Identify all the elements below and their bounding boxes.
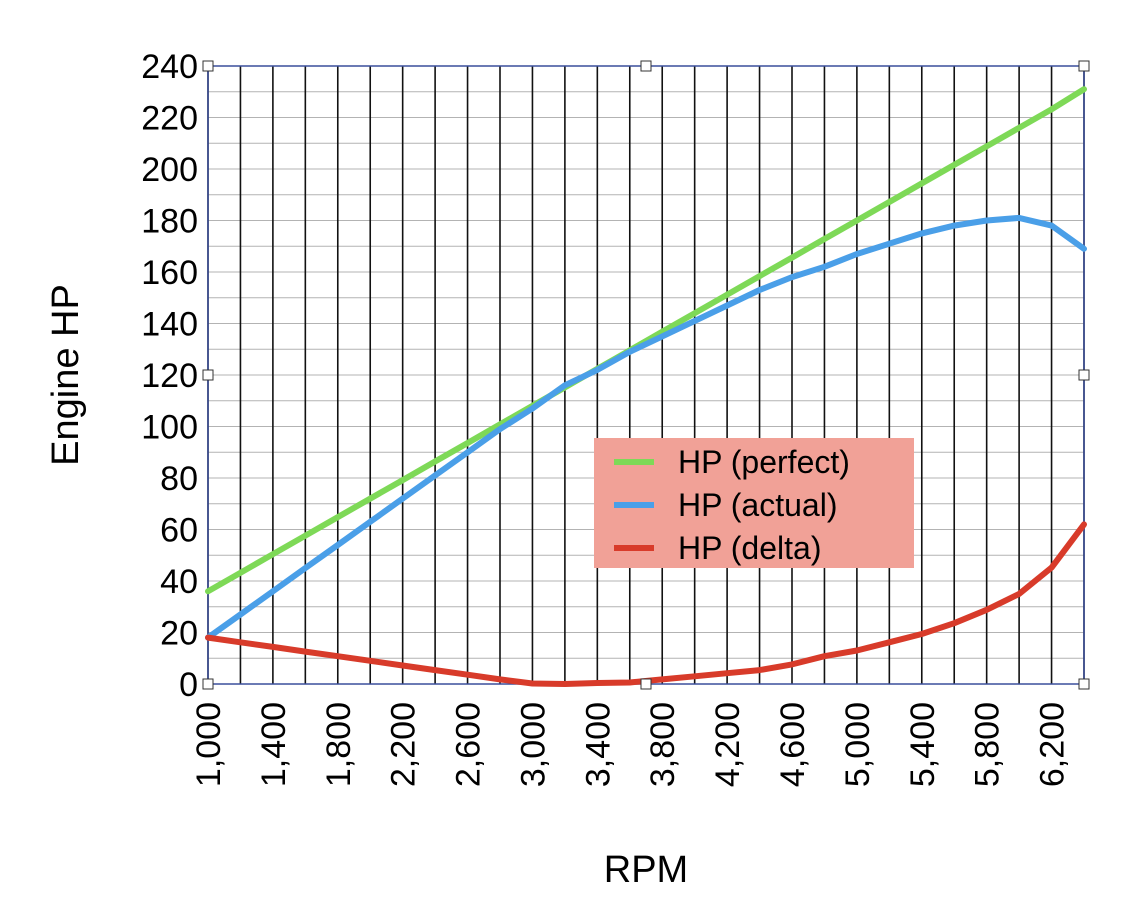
x-tick-label: 4,200 — [709, 702, 747, 787]
x-tick-label: 3,800 — [644, 702, 682, 787]
y-tick-label: 200 — [141, 151, 198, 189]
legend-label-delta: HP (delta) — [678, 530, 821, 566]
x-tick-label: 2,600 — [450, 702, 488, 787]
y-tick-label: 100 — [141, 409, 198, 447]
y-tick-label: 40 — [160, 563, 198, 601]
y-axis-tick-labels: 0 20 40 60 80 100 120 140 160 180 200 220 240 — [141, 48, 198, 704]
selection-handles[interactable] — [202, 60, 1090, 690]
resize-handle[interactable] — [1078, 369, 1090, 381]
series-line-1 — [205, 214, 1087, 641]
x-axis-tick-labels: 1,000 1,400 1,800 2,200 2,600 3,000 3,400 3,800… — [190, 702, 1072, 787]
x-tick-label: 4,600 — [774, 702, 812, 787]
y-tick-label: 180 — [141, 203, 198, 241]
y-tick-label: 0 — [179, 666, 198, 704]
x-tick-label: 6,200 — [1034, 702, 1072, 787]
resize-handle[interactable] — [1078, 678, 1090, 690]
legend-label-perfect: HP (perfect) — [678, 444, 850, 480]
x-tick-label: 3,000 — [514, 702, 552, 787]
x-axis-title: RPM — [604, 849, 688, 891]
x-tick-label: 1,800 — [320, 702, 358, 787]
x-tick-label: 2,200 — [385, 702, 423, 787]
y-tick-label: 20 — [160, 615, 198, 653]
resize-handle[interactable] — [202, 60, 214, 72]
y-tick-label: 160 — [141, 254, 198, 292]
x-tick-label: 5,000 — [839, 702, 877, 787]
resize-handle[interactable] — [640, 60, 652, 72]
resize-handle[interactable] — [640, 678, 652, 690]
x-tick-label: 3,400 — [579, 702, 617, 787]
legend: HP (perfect) HP (actual) HP (delta) — [594, 438, 914, 568]
y-tick-label: 120 — [141, 357, 198, 395]
resize-handle[interactable] — [202, 369, 214, 381]
x-tick-label: 1,400 — [255, 702, 293, 787]
resize-handle[interactable] — [1078, 60, 1090, 72]
x-tick-label: 5,800 — [969, 702, 1007, 787]
y-tick-label: 60 — [160, 512, 198, 550]
y-tick-label: 240 — [141, 48, 198, 86]
y-tick-label: 80 — [160, 460, 198, 498]
y-tick-label: 220 — [141, 100, 198, 138]
legend-label-actual: HP (actual) — [678, 487, 837, 523]
x-tick-label: 5,400 — [904, 702, 942, 787]
y-tick-label: 140 — [141, 306, 198, 344]
x-tick-label: 1,000 — [190, 702, 228, 787]
y-axis-title: Engine HP — [45, 284, 87, 466]
resize-handle[interactable] — [202, 678, 214, 690]
